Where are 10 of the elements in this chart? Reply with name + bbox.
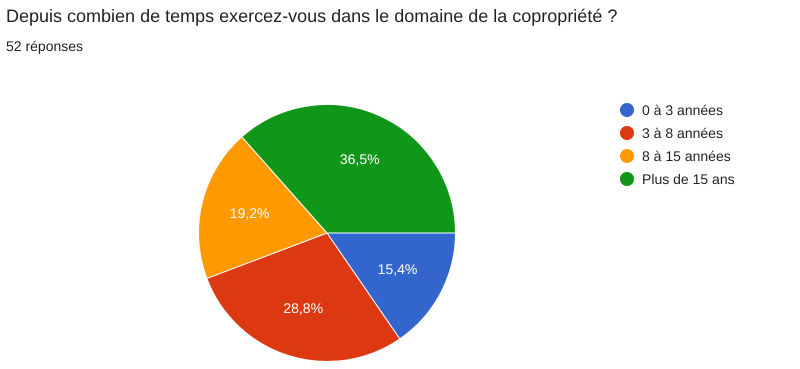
legend-label: 8 à 15 années — [642, 148, 731, 164]
chart-title: Depuis combien de temps exercez-vous dans le domaine de la copropriété ? — [6, 6, 618, 27]
data-label: 36,5% — [340, 151, 380, 168]
legend-label: Plus de 15 ans — [642, 170, 735, 186]
legend-label: 3 à 8 années — [642, 124, 723, 140]
data-label: 19,2% — [230, 204, 270, 221]
data-label: 15,4% — [378, 260, 418, 277]
text: 52 réponses — [6, 38, 84, 54]
legend-label: 0 à 3 années — [642, 102, 723, 118]
data-label: 28,8% — [283, 300, 324, 316]
